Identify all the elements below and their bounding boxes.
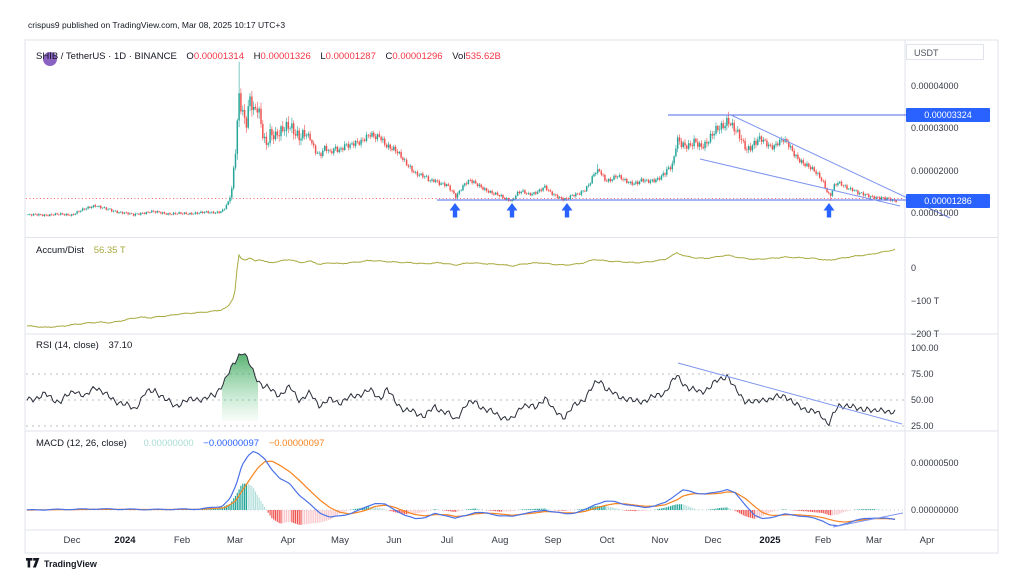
price-level-badge: 0.00003324 (906, 107, 990, 122)
time-month-label: May (331, 535, 349, 546)
volume-value: Vol535.62B (452, 51, 501, 62)
symbol-title[interactable]: SHIB / TetherUS · 1D · BINANCE (36, 51, 177, 62)
time-month-label: Jul (440, 535, 454, 546)
ohlc-low: L0.00001287 (320, 51, 376, 62)
price-tick-label: 0.00001000 (911, 208, 959, 218)
time-month-label: Dec (704, 535, 722, 546)
rsi-value: 37.10 (108, 340, 133, 351)
candles (27, 61, 897, 217)
time-month-label: Sep (544, 535, 562, 546)
macd-trendline[interactable] (832, 512, 904, 528)
time-month-label: Apr (919, 535, 935, 546)
macd-tick-label: 0.00000500 (911, 458, 959, 468)
attribution-text: crispus9 published on TradingView.com, M… (28, 20, 286, 30)
rsi-line (26, 353, 896, 427)
time-month-label: Aug (491, 535, 509, 546)
time-year-label: 2025 (759, 535, 781, 546)
time-month-label: Apr (280, 535, 296, 546)
accum-dist-title[interactable]: Accum/Dist (36, 245, 85, 256)
time-month-label: Mar (865, 535, 883, 546)
rsi-tick-label: 25.00 (911, 421, 934, 431)
rsi-tick-label: 100.00 (911, 343, 939, 353)
time-month-label: Dec (63, 535, 81, 546)
wedge-lower-trendline[interactable] (699, 158, 901, 207)
tradingview-footer[interactable]: TradingView (26, 558, 97, 570)
macd-legend: MACD (12, 26, close) 0.00000000 −0.00000… (36, 438, 325, 449)
ohlc-high: H0.00001326 (253, 51, 311, 62)
macd-histogram (26, 450, 896, 527)
price-tick-label: 0.00003000 (911, 123, 959, 134)
time-month-label: Feb (173, 535, 191, 546)
accum-dist-line (26, 248, 896, 329)
macd-line (26, 450, 896, 527)
price-level-badge: 0.00001286 (906, 193, 990, 208)
support-touch-arrow-icon[interactable] (823, 203, 835, 218)
macd-signal-line (27, 460, 896, 523)
price-tick-label: 0.00002000 (911, 165, 959, 176)
macd-tick-label: 0.00000000 (911, 505, 959, 515)
currency-toggle[interactable]: USDT (906, 44, 984, 60)
rsi-overbought-fill (222, 353, 258, 421)
time-month-label: Nov (651, 535, 669, 546)
rsi-legend: RSI (14, close) 37.10 (36, 340, 132, 351)
support-touch-arrow-icon[interactable] (561, 203, 573, 218)
chart-frame (24, 39, 999, 554)
main-legend: SHIB / TetherUS · 1D · BINANCE O0.000013… (36, 51, 501, 62)
time-month-label: Mar (226, 535, 244, 546)
accum-dist-legend: Accum/Dist 56.35 T (36, 245, 126, 256)
macd-signal-value: −0.00000097 (268, 438, 325, 449)
rsi-tick-label: 50.00 (911, 395, 934, 405)
rsi-title[interactable]: RSI (14, close) (36, 340, 99, 351)
macd-line-value: −0.00000097 (203, 438, 260, 449)
tradingview-footer-label: TradingView (44, 559, 97, 569)
rsi-tick-label: 75.00 (911, 369, 934, 379)
price-tick-label: 0.00004000 (911, 81, 959, 91)
ohlc-close: C0.00001296 (385, 51, 443, 62)
time-year-label: 2024 (114, 535, 136, 546)
support-touch-arrow-icon[interactable] (506, 203, 518, 218)
time-month-label: Oct (599, 535, 615, 546)
accum-dist-tick-label: −200 T (911, 329, 940, 339)
macd-title[interactable]: MACD (12, 26, close) (36, 438, 127, 449)
accum-dist-value: 56.35 T (93, 245, 126, 256)
support-touch-arrow-icon[interactable] (449, 203, 461, 218)
accum-dist-tick-label: −100 T (911, 296, 940, 306)
time-month-label: Jun (386, 535, 402, 546)
publisher-avatar[interactable] (43, 52, 57, 66)
rsi-trendline[interactable] (677, 362, 903, 425)
ohlc-open: O0.00001314 (186, 51, 245, 62)
time-month-label: Feb (814, 535, 832, 546)
tradingview-logo-icon (26, 558, 40, 568)
accum-dist-tick-label: 0 (911, 263, 917, 273)
